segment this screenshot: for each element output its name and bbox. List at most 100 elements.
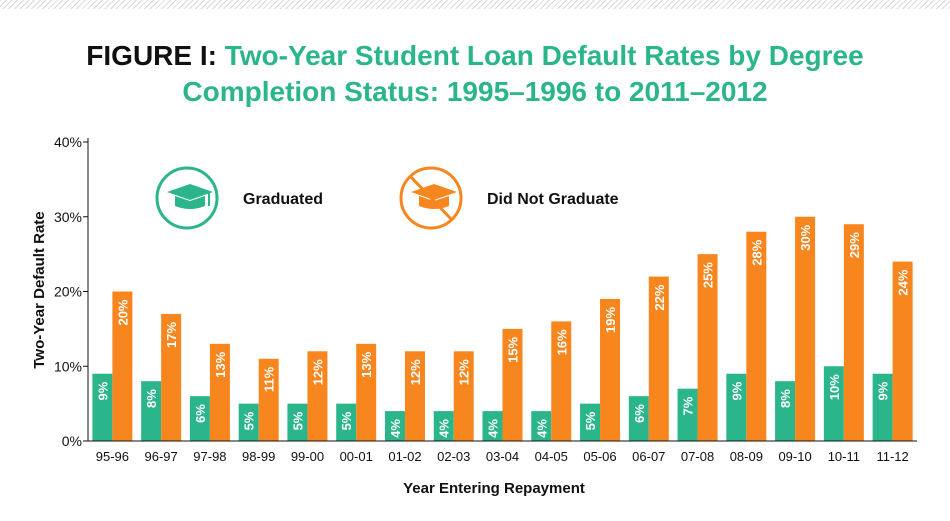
graduation-cap-icon bbox=[155, 166, 219, 230]
bar-not-graduated bbox=[502, 328, 523, 441]
x-tick-label: 95-96 bbox=[96, 449, 129, 464]
chart-title: FIGURE I: Two-Year Student Loan Default … bbox=[0, 38, 950, 110]
bar-graduated bbox=[384, 411, 405, 441]
bar-value-label: 12% bbox=[408, 359, 423, 385]
bar-value-label: 10% bbox=[827, 374, 842, 400]
bar-value-label: 12% bbox=[310, 359, 325, 385]
bar-value-label: 5% bbox=[290, 411, 305, 430]
bar-value-label: 5% bbox=[242, 411, 257, 430]
y-axis: 0% 10% 20% 30% 40% bbox=[54, 134, 89, 449]
bar-graduated bbox=[287, 403, 308, 441]
top-hatch-border bbox=[0, 0, 950, 9]
bar-value-label: 6% bbox=[193, 404, 208, 423]
bar-value-label: 7% bbox=[681, 396, 696, 415]
bar-value-label: 25% bbox=[701, 262, 716, 288]
legend-label-graduated: Graduated bbox=[243, 191, 323, 208]
bar-value-label: 5% bbox=[583, 411, 598, 430]
chart-title-line-2: Completion Status: 1995–1996 to 2011–201… bbox=[182, 76, 768, 107]
x-tick-label: 00-01 bbox=[340, 449, 373, 464]
y-tick-label: 30% bbox=[54, 209, 82, 225]
bar-value-label: 9% bbox=[729, 381, 744, 400]
bar-value-label: 4% bbox=[388, 419, 403, 438]
bar-graduated bbox=[677, 388, 698, 441]
y-tick-label: 40% bbox=[54, 134, 82, 150]
bar-not-graduated bbox=[795, 216, 816, 441]
x-tick-label: 09-10 bbox=[778, 449, 811, 464]
x-tick-label: 02-03 bbox=[437, 449, 470, 464]
bar-value-label: 4% bbox=[486, 419, 501, 438]
legend-not-graduated: Did Not Graduate bbox=[399, 166, 619, 230]
x-tick-label: 01-02 bbox=[388, 449, 421, 464]
bar-graduated bbox=[580, 403, 601, 441]
bar-value-label: 17% bbox=[164, 321, 179, 347]
bar-graduated bbox=[531, 411, 552, 441]
bar-value-label: 16% bbox=[554, 329, 569, 355]
bar-value-label: 12% bbox=[457, 359, 472, 385]
bar-not-graduated bbox=[648, 276, 669, 441]
bar-value-label: 22% bbox=[652, 284, 667, 310]
bar-value-label: 8% bbox=[778, 389, 793, 408]
bar-value-label: 4% bbox=[534, 419, 549, 438]
x-tick-label: 99-00 bbox=[291, 449, 324, 464]
bar-graduated bbox=[628, 396, 649, 441]
bar-graduated bbox=[433, 411, 454, 441]
x-tick-label: 08-09 bbox=[730, 449, 763, 464]
bar-graduated bbox=[872, 373, 893, 441]
y-axis-label: Two-Year Default Rate bbox=[31, 211, 48, 368]
x-tick-label: 05-06 bbox=[583, 449, 616, 464]
bar-not-graduated bbox=[892, 261, 913, 441]
bar-not-graduated bbox=[453, 351, 474, 441]
bar-graduated bbox=[189, 396, 210, 441]
bar-value-label: 29% bbox=[847, 232, 862, 258]
bar-value-label: 9% bbox=[876, 381, 891, 400]
bar-value-label: 19% bbox=[603, 307, 618, 333]
bar-value-label: 15% bbox=[506, 336, 521, 362]
bar-not-graduated bbox=[258, 358, 279, 441]
x-tick-label: 04-05 bbox=[535, 449, 568, 464]
graduation-cap-prohibited-icon bbox=[399, 166, 463, 230]
legend-label-not-graduated: Did Not Graduate bbox=[487, 191, 619, 208]
bar-value-label: 9% bbox=[95, 381, 110, 400]
bar-value-label: 24% bbox=[896, 269, 911, 295]
chart-title-line-1: FIGURE I: Two-Year Student Loan Default … bbox=[0, 38, 950, 74]
bar-not-graduated bbox=[600, 298, 621, 441]
bar-not-graduated bbox=[551, 321, 572, 441]
bars-group: 9% 20% 8% 17% 6% 13% 5% 11% 5% 12% 5% 13% 4% 12% 4% 12%… bbox=[92, 216, 913, 441]
bar-not-graduated bbox=[404, 351, 425, 441]
x-tick-label: 10-11 bbox=[828, 449, 860, 464]
x-axis-label: Year Entering Repayment bbox=[403, 480, 585, 497]
x-tick-label: 07-08 bbox=[681, 449, 714, 464]
bar-not-graduated bbox=[161, 313, 182, 441]
bar-value-label: 6% bbox=[632, 404, 647, 423]
x-tick-label: 03-04 bbox=[486, 449, 519, 464]
bar-graduated bbox=[238, 403, 259, 441]
y-tick-label: 0% bbox=[62, 433, 82, 449]
legend-graduated: Graduated bbox=[155, 166, 323, 230]
bar-value-label: 20% bbox=[115, 299, 130, 325]
bar-value-label: 8% bbox=[144, 389, 159, 408]
bar-not-graduated bbox=[209, 343, 230, 441]
bar-not-graduated bbox=[356, 343, 377, 441]
x-tick-label: 97-98 bbox=[193, 449, 226, 464]
chart-title-text-1: Two-Year Student Loan Default Rates by D… bbox=[224, 40, 864, 71]
x-tick-label: 96-97 bbox=[145, 449, 178, 464]
bar-graduated bbox=[823, 366, 844, 441]
bar-value-label: 30% bbox=[798, 224, 813, 250]
bar-graduated bbox=[92, 373, 113, 441]
bar-graduated bbox=[482, 411, 503, 441]
bar-not-graduated bbox=[112, 291, 133, 441]
y-tick-label: 10% bbox=[54, 358, 82, 374]
figure-label: FIGURE I: bbox=[86, 40, 217, 71]
x-tick-label: 98-99 bbox=[242, 449, 275, 464]
bar-not-graduated bbox=[746, 231, 767, 441]
bar-not-graduated bbox=[307, 351, 328, 441]
bar-value-label: 5% bbox=[339, 411, 354, 430]
y-tick-label: 20% bbox=[54, 284, 82, 300]
x-tick-label: 06-07 bbox=[632, 449, 665, 464]
bar-value-label: 28% bbox=[749, 239, 764, 265]
bar-value-label: 11% bbox=[262, 366, 277, 392]
bar-graduated bbox=[775, 381, 796, 441]
bar-graduated bbox=[141, 381, 162, 441]
bar-value-label: 4% bbox=[437, 419, 452, 438]
